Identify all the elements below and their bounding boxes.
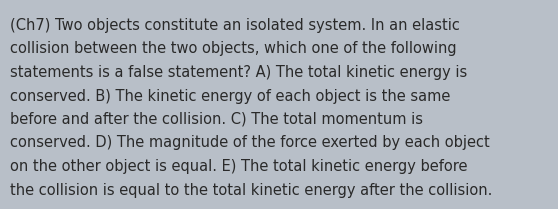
Text: (Ch7) Two objects constitute an isolated system. In an elastic: (Ch7) Two objects constitute an isolated… <box>10 18 460 33</box>
Text: the collision is equal to the total kinetic energy after the collision.: the collision is equal to the total kine… <box>10 182 492 198</box>
Text: conserved. B) The kinetic energy of each object is the same: conserved. B) The kinetic energy of each… <box>10 88 450 103</box>
Text: before and after the collision. C) The total momentum is: before and after the collision. C) The t… <box>10 112 423 127</box>
Text: collision between the two objects, which one of the following: collision between the two objects, which… <box>10 42 456 56</box>
Text: conserved. D) The magnitude of the force exerted by each object: conserved. D) The magnitude of the force… <box>10 135 490 150</box>
Text: statements is a false statement? A) The total kinetic energy is: statements is a false statement? A) The … <box>10 65 467 80</box>
Text: on the other object is equal. E) The total kinetic energy before: on the other object is equal. E) The tot… <box>10 159 468 174</box>
